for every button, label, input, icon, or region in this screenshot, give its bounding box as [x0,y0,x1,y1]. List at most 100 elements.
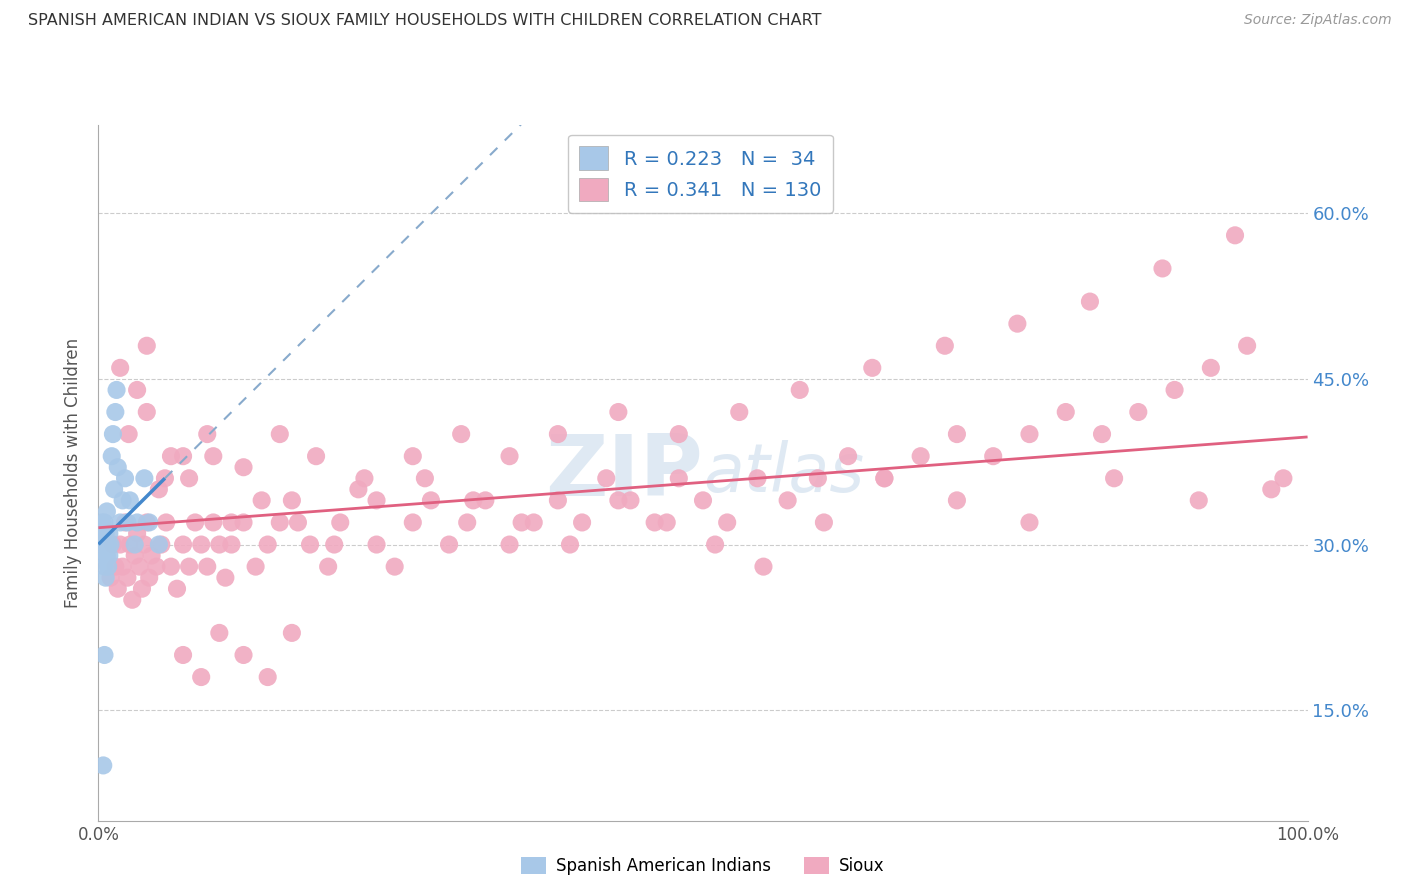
Point [221,516,243,530]
Text: ZIP: ZIP [546,431,703,515]
Point [108,516,131,530]
Point [498,537,520,551]
Point [221,537,243,551]
Point [97,559,120,574]
Point [179,559,201,574]
Point [704,537,727,551]
Point [153,471,176,485]
Point [1091,427,1114,442]
Point [172,537,194,551]
Point [104,405,127,419]
Point [138,516,160,530]
Point [873,471,896,485]
Point [172,648,194,662]
Point [121,592,143,607]
Point [347,483,370,497]
Point [91,758,114,772]
Point [150,537,173,551]
Point [250,493,273,508]
Point [474,493,496,508]
Point [287,516,309,530]
Point [619,493,641,508]
Point [98,549,121,563]
Point [145,559,167,574]
Point [692,493,714,508]
Point [747,471,769,485]
Point [117,516,139,530]
Point [135,339,157,353]
Point [172,449,194,463]
Point [547,493,569,508]
Point [1018,427,1040,442]
Point [668,471,690,485]
Point [510,516,533,530]
Point [668,427,690,442]
Point [463,493,485,508]
Point [1018,516,1040,530]
Point [93,516,115,530]
Point [202,449,225,463]
Point [208,537,231,551]
Point [1223,228,1246,243]
Point [728,405,751,419]
Point [366,493,388,508]
Point [281,493,304,508]
Point [111,493,134,508]
Point [114,471,136,485]
Point [316,559,339,574]
Point [214,571,236,585]
Point [101,537,124,551]
Point [498,449,520,463]
Point [776,493,799,508]
Point [127,526,149,541]
Point [305,449,328,463]
Point [160,449,183,463]
Point [813,516,835,530]
Point [1260,483,1282,497]
Point [1078,294,1101,309]
Point [148,483,170,497]
Point [160,559,183,574]
Point [1054,405,1077,419]
Point [281,626,304,640]
Point [413,471,436,485]
Point [402,449,425,463]
Point [571,516,593,530]
Point [135,516,157,530]
Point [135,405,157,419]
Point [107,460,129,475]
Point [807,471,830,485]
Point [184,516,207,530]
Point [323,537,346,551]
Point [450,427,472,442]
Point [124,549,146,563]
Point [96,549,118,563]
Point [232,460,254,475]
Point [946,493,969,508]
Point [1188,493,1211,508]
Point [716,516,738,530]
Point [148,537,170,551]
Point [910,449,932,463]
Point [456,516,478,530]
Point [127,383,149,397]
Point [934,339,956,353]
Point [860,360,883,375]
Point [128,559,150,574]
Point [100,571,122,585]
Point [134,537,156,551]
Y-axis label: Family Households with Children: Family Households with Children [65,338,83,607]
Point [402,516,425,530]
Point [195,427,218,442]
Point [269,516,291,530]
Point [94,571,117,585]
Point [190,670,212,684]
Point [179,471,201,485]
Point [299,537,322,551]
Point [155,516,177,530]
Point [245,559,267,574]
Point [366,537,388,551]
Text: atlas: atlas [703,440,865,506]
Point [789,383,811,397]
Point [107,582,129,596]
